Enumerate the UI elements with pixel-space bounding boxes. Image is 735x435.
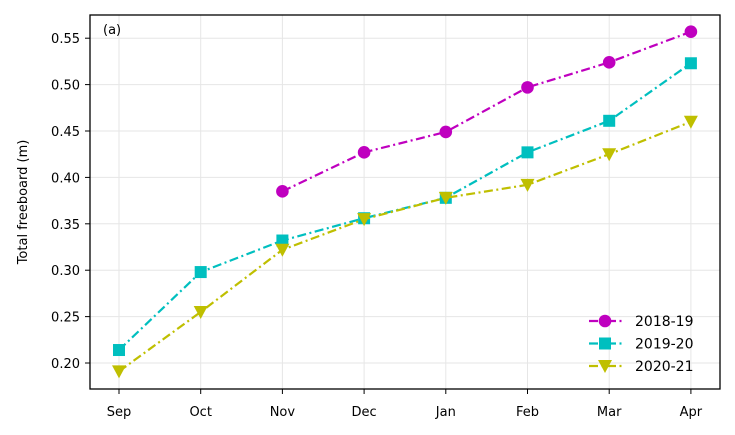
series-2018-19 <box>276 25 698 198</box>
legend-entry: 2020-21 <box>589 359 694 375</box>
series-line <box>118 62 692 351</box>
y-tick-label: 0.30 <box>51 264 80 279</box>
y-tick-label: 0.25 <box>51 311 80 326</box>
data-point <box>684 25 698 39</box>
x-tick-label: Apr <box>680 405 703 420</box>
legend-entry: 2018-19 <box>589 314 694 330</box>
x-tick-label: Sep <box>107 405 132 420</box>
data-point <box>602 148 617 162</box>
y-axis-title: Total freeboard (m) <box>16 140 31 266</box>
legend-label: 2020-21 <box>635 359 694 375</box>
x-tick-label: Feb <box>516 405 539 420</box>
legend-swatch-marker <box>598 314 612 328</box>
x-tick-label: Mar <box>597 405 622 420</box>
data-point <box>439 125 453 139</box>
data-point <box>602 56 616 69</box>
y-tick-label: 0.20 <box>51 357 80 372</box>
x-tick-label: Oct <box>189 405 211 420</box>
data-point <box>275 243 290 257</box>
series-line <box>118 120 692 373</box>
data-point <box>521 146 534 159</box>
data-point <box>112 365 126 379</box>
legend-label: 2019-20 <box>635 337 694 353</box>
data-point <box>357 146 371 159</box>
legend-label: 2018-19 <box>635 314 694 330</box>
data-point <box>520 178 535 192</box>
data-point <box>193 305 208 319</box>
grid <box>90 15 720 389</box>
legend-swatch-marker <box>598 360 612 373</box>
x-tick-label: Dec <box>352 405 377 420</box>
legend-swatch-marker <box>599 337 611 350</box>
y-tick-label: 0.50 <box>51 79 80 94</box>
data-point <box>521 81 534 94</box>
series-line <box>281 30 692 193</box>
data-point <box>438 191 453 205</box>
y-tick-label: 0.45 <box>51 125 80 140</box>
data-point <box>684 57 697 70</box>
data-point <box>357 213 372 227</box>
y-tick-label: 0.55 <box>51 32 80 47</box>
plot-frame <box>89 14 721 390</box>
y-tick-label: 0.35 <box>51 218 80 233</box>
y-tick-label: 0.40 <box>51 171 80 186</box>
panel-label: (a) <box>103 23 121 38</box>
series-layer <box>112 25 698 379</box>
data-point <box>113 344 125 357</box>
data-point <box>194 266 207 279</box>
x-tick-label: Nov <box>270 405 296 420</box>
data-point <box>276 185 289 198</box>
legend-entry: 2019-20 <box>589 337 694 353</box>
series-2020-21 <box>112 115 698 379</box>
data-point <box>276 234 289 247</box>
data-point <box>683 115 698 129</box>
legend: 2018-19 2019-20 2020-21 <box>589 314 694 375</box>
data-point <box>603 114 616 127</box>
ticks: Sep Oct Nov Dec Jan Feb Mar Apr 0.20 0.25 0.30 0.35… <box>51 32 703 420</box>
x-tick-label: Jan <box>435 405 456 420</box>
